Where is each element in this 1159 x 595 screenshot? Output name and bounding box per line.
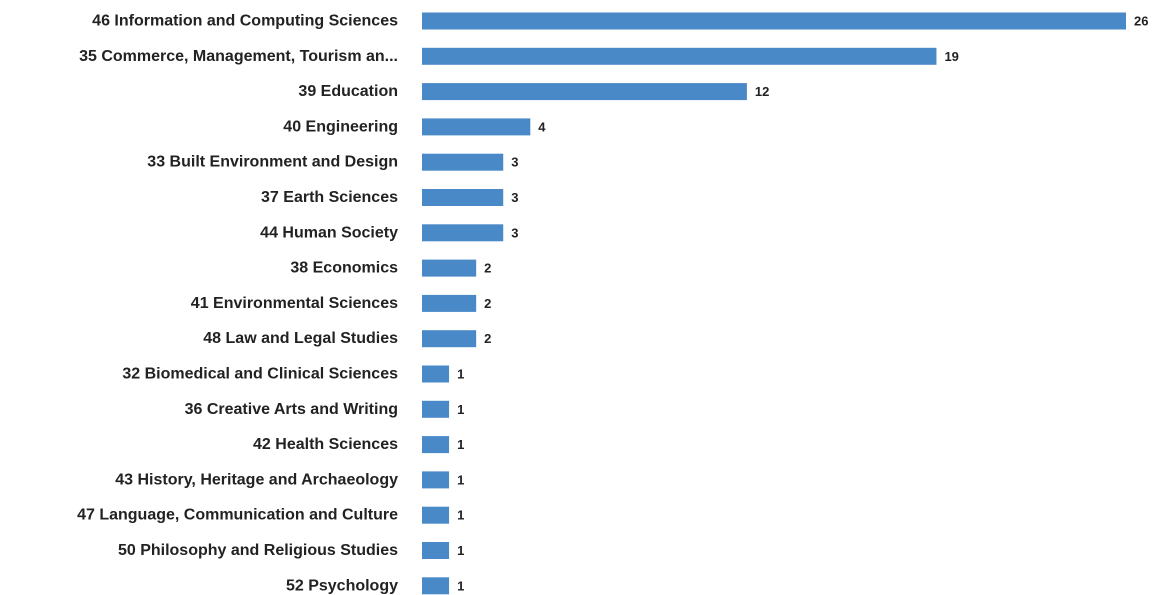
category-label: 50 Philosophy and Religious Studies bbox=[118, 542, 398, 559]
category-label: 40 Engineering bbox=[283, 118, 398, 135]
bar bbox=[422, 47, 937, 65]
data-label: 1 bbox=[457, 367, 464, 382]
bar bbox=[422, 330, 477, 348]
data-label: 4 bbox=[538, 119, 546, 134]
data-label: 3 bbox=[511, 155, 518, 170]
category-label: 33 Built Environment and Design bbox=[147, 154, 398, 171]
bar bbox=[422, 365, 450, 383]
bars bbox=[422, 12, 1126, 595]
category-label: 41 Environmental Sciences bbox=[191, 295, 398, 312]
data-label: 1 bbox=[457, 437, 464, 452]
bar bbox=[422, 189, 504, 206]
category-label: 44 Human Society bbox=[260, 224, 398, 241]
data-label: 2 bbox=[484, 331, 491, 346]
category-label: 52 Psychology bbox=[286, 577, 398, 594]
category-labels: 46 Information and Computing Sciences 35 … bbox=[77, 13, 398, 595]
bar bbox=[422, 542, 450, 559]
bar bbox=[422, 400, 450, 418]
data-label: 1 bbox=[457, 578, 464, 593]
category-label: 38 Economics bbox=[290, 260, 398, 277]
bar bbox=[422, 436, 450, 454]
value-labels: 26 19 12 4 3 3 3 2 2 2 1 1 1 1 1 1 1 bbox=[457, 14, 1148, 594]
bar bbox=[422, 153, 504, 171]
bar bbox=[422, 471, 450, 489]
data-label: 2 bbox=[484, 296, 491, 311]
data-label: 26 bbox=[1134, 14, 1148, 29]
bar bbox=[422, 506, 450, 524]
data-label: 12 bbox=[755, 84, 769, 99]
bar bbox=[422, 118, 531, 136]
data-label: 1 bbox=[457, 402, 464, 417]
data-label: 3 bbox=[511, 225, 518, 240]
data-label: 1 bbox=[457, 543, 464, 558]
category-label: 42 Health Sciences bbox=[253, 436, 398, 453]
category-label: 37 Earth Sciences bbox=[261, 189, 398, 206]
bar bbox=[422, 12, 1126, 30]
category-label: 36 Creative Arts and Writing bbox=[185, 401, 398, 418]
category-label: 46 Information and Computing Sciences bbox=[92, 13, 398, 30]
bar bbox=[422, 294, 477, 312]
bar bbox=[422, 577, 450, 595]
data-label: 19 bbox=[944, 49, 958, 64]
category-label: 39 Education bbox=[298, 83, 398, 100]
category-label: 47 Language, Communication and Culture bbox=[77, 507, 398, 524]
bar bbox=[422, 259, 477, 277]
category-label: 32 Biomedical and Clinical Sciences bbox=[122, 366, 398, 383]
data-label: 3 bbox=[511, 190, 518, 205]
bar bbox=[422, 224, 504, 242]
data-label: 1 bbox=[457, 508, 464, 523]
category-label: 35 Commerce, Management, Tourism an... bbox=[79, 48, 398, 65]
bar bbox=[422, 83, 747, 101]
data-label: 1 bbox=[457, 472, 464, 487]
data-label: 2 bbox=[484, 261, 491, 276]
category-label: 48 Law and Legal Studies bbox=[203, 330, 398, 347]
category-label: 43 History, Heritage and Archaeology bbox=[115, 471, 398, 488]
